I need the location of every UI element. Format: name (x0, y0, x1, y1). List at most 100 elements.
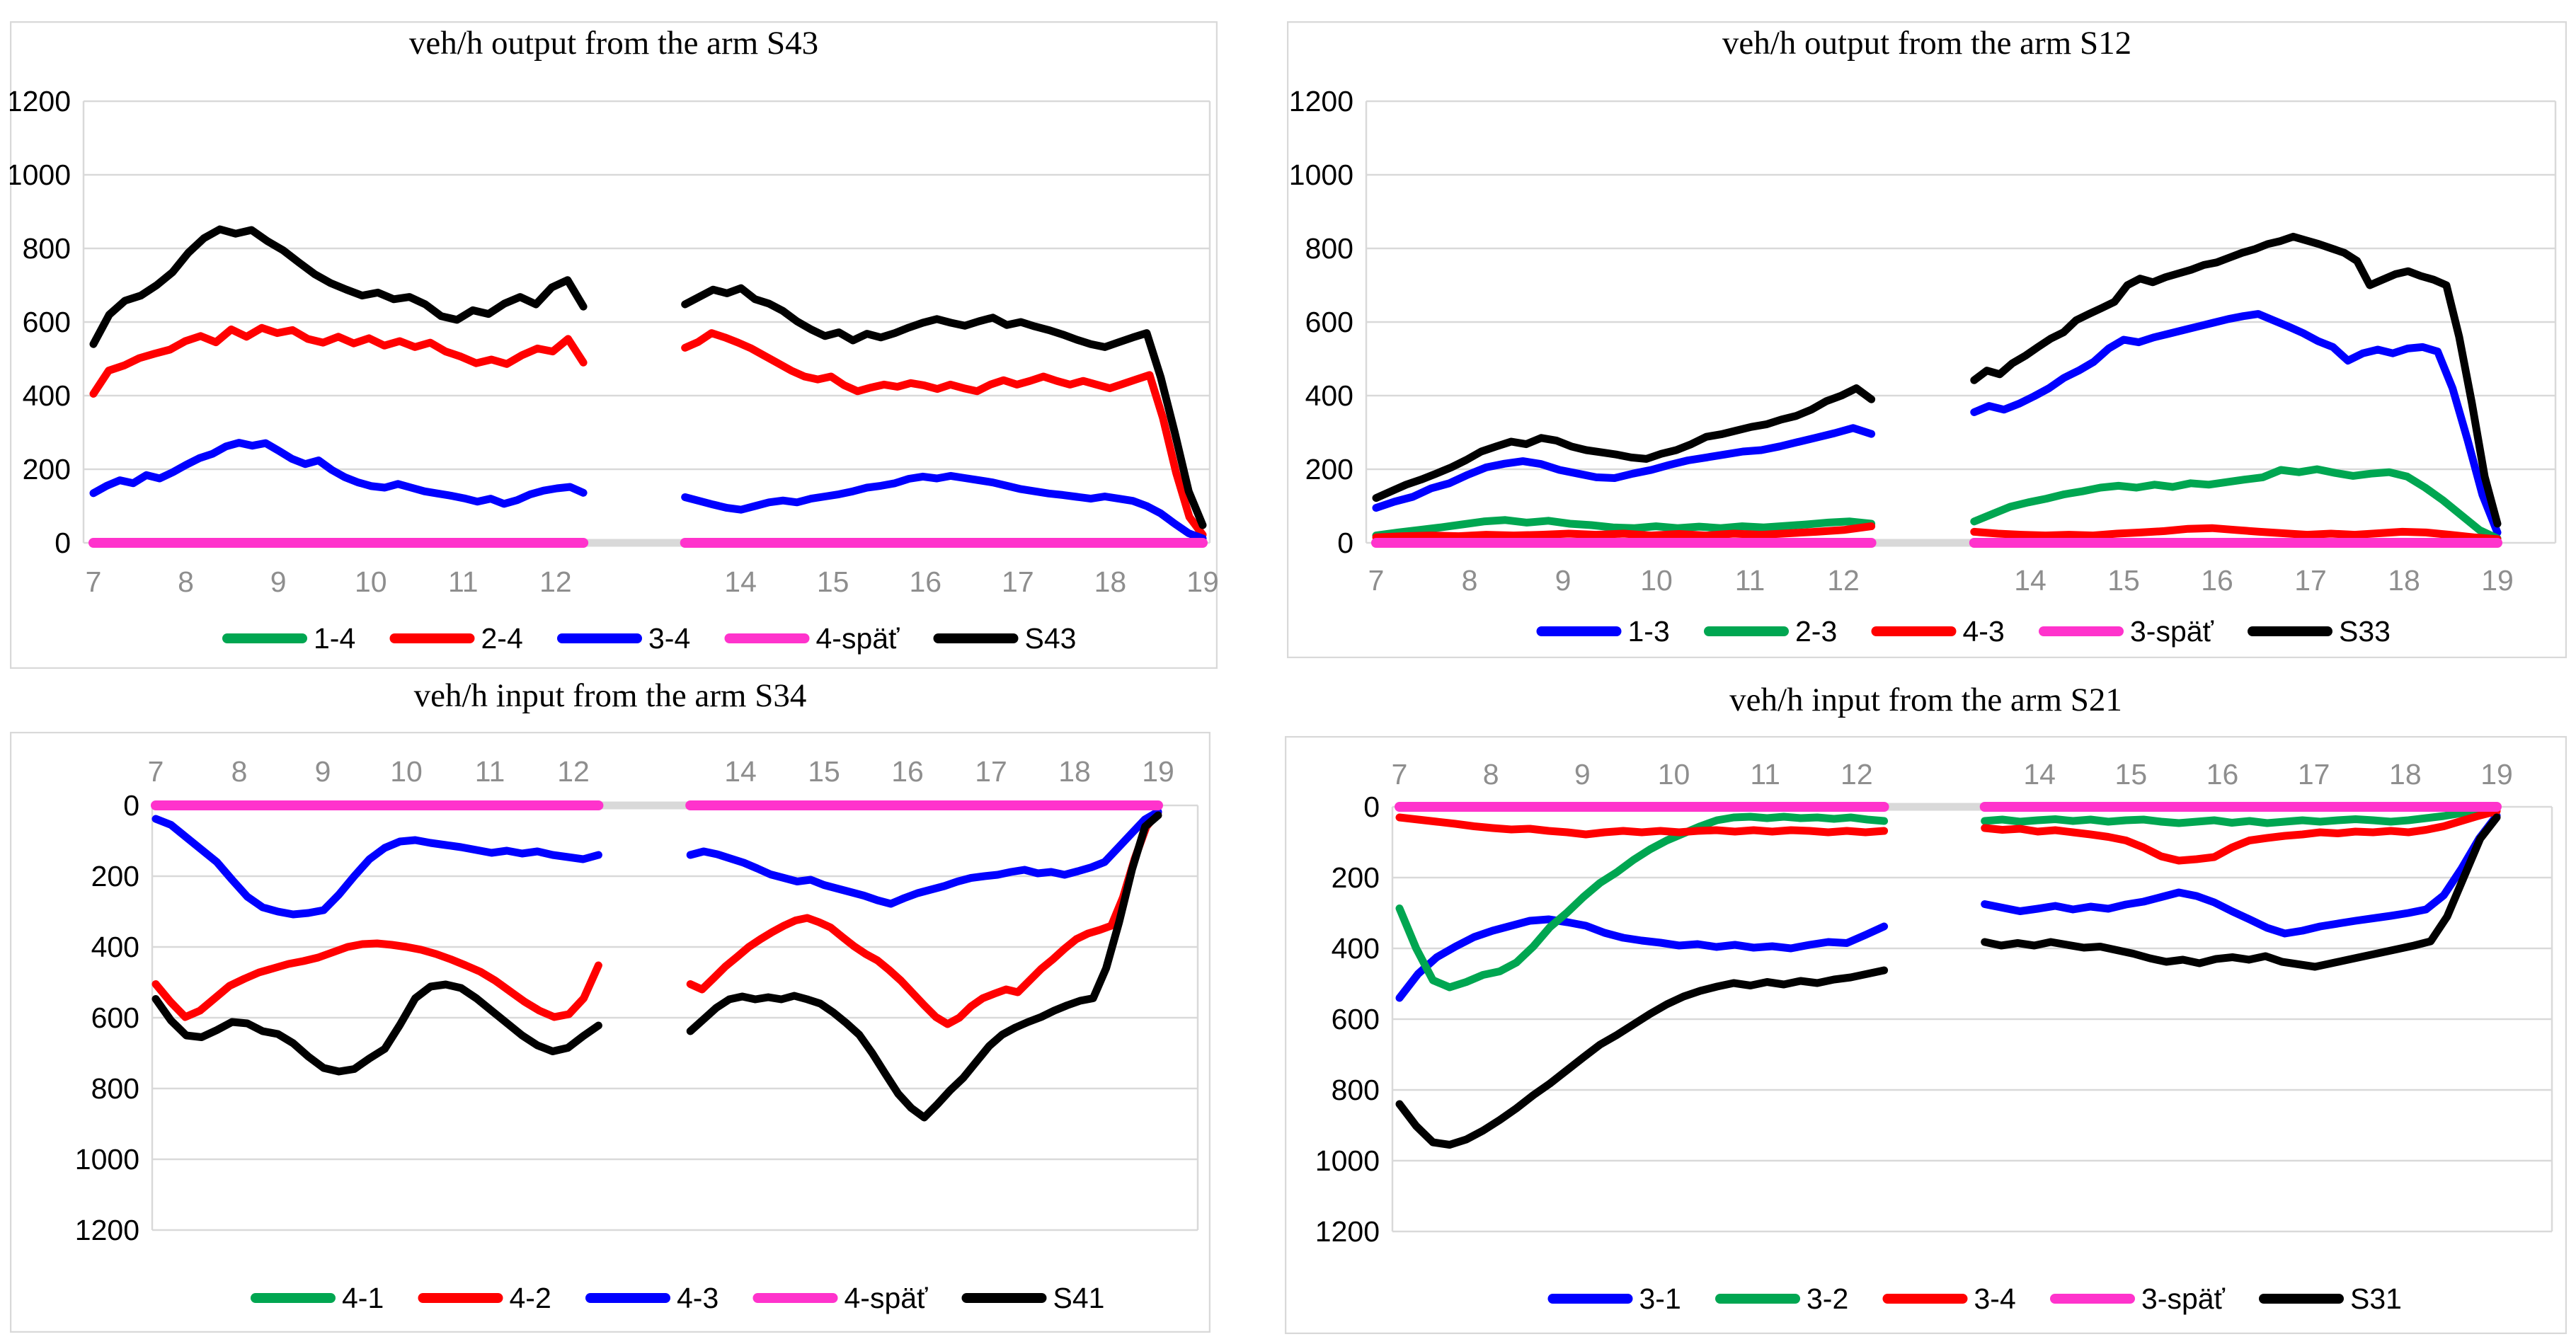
y-axis-label: 400 (91, 931, 139, 963)
y-axis-label: 600 (23, 306, 71, 338)
series-line-3-4 (89, 439, 1207, 543)
y-axis-label: 400 (23, 379, 71, 412)
x-axis-label: 14 (724, 565, 757, 598)
legend-label-3-2: 3-2 (1807, 1282, 1848, 1315)
x-axis-label: 19 (2481, 564, 2514, 597)
x-axis-label: 14 (2014, 564, 2047, 597)
y-axis-label: 600 (1332, 1003, 1380, 1035)
x-axis-label: 11 (1750, 758, 1780, 791)
chart-input-s21: veh/h input from the arm S21 0 200 400 600 8… (1285, 681, 2567, 1334)
legend-label-4-1: 4-1 (342, 1282, 384, 1314)
x-axis-label: 8 (1462, 564, 1478, 597)
legend-label-2-3: 2-3 (1795, 615, 1837, 648)
y-axis-label: 0 (123, 789, 139, 822)
x-axis-label: 14 (724, 755, 757, 788)
y-axis-label: 400 (1305, 379, 1353, 412)
x-axis-label: 18 (2388, 564, 2420, 597)
series-line-2-3 (1372, 465, 2502, 543)
y-axis-label: 600 (1305, 306, 1353, 338)
y-axis-label: 1200 (75, 1214, 139, 1246)
chart-svg-s43: 0 200 400 600 800 1000 1200 7 8 9 10 11 12 14 15 16 17 18… (10, 21, 1218, 669)
legend-label-S43: S43 (1025, 622, 1077, 655)
y-axis-label: 0 (55, 527, 71, 559)
series-line-3-4 (1395, 807, 2501, 865)
x-axis-label: 18 (1094, 565, 1127, 598)
x-axis-label: 12 (1841, 758, 1873, 791)
y-axis-label: 1000 (75, 1143, 139, 1176)
legend-label-4-3: 4-3 (677, 1282, 719, 1314)
x-axis-label: 11 (475, 755, 505, 788)
x-axis-label: 9 (315, 755, 331, 788)
y-axis-label: 200 (1332, 861, 1380, 894)
x-axis-label: 15 (808, 755, 840, 788)
series-line-4-2 (151, 808, 1162, 1028)
x-axis-label: 17 (975, 755, 1007, 788)
chart-title-s34: veh/h input from the arm S34 (413, 677, 807, 714)
chart-svg-s34: 0 200 400 600 800 1000 1200 7 8 9 10 11 12 14 15 16 17 18… (10, 732, 1210, 1333)
chart-input-s34: veh/h input from the arm S34 0 200 400 600 8… (10, 677, 1210, 1333)
x-axis-label: 17 (2294, 564, 2327, 597)
x-axis-label: 19 (1142, 755, 1174, 788)
y-axis-label: 1200 (1289, 85, 1353, 117)
y-axis-label: 1000 (1289, 159, 1353, 191)
chart-output-s43: veh/h output from the arm S43 0 200 400 600… (10, 21, 1218, 669)
series-line-4-3 (151, 808, 1162, 919)
x-axis-label: 10 (355, 565, 387, 598)
x-axis-label: 10 (390, 755, 423, 788)
y-axis-label: 800 (1305, 232, 1353, 265)
y-axis-label: 200 (23, 453, 71, 486)
chart-output-s12: veh/h output from the arm S12 0 200 400 600… (1287, 21, 2567, 658)
series-line-S41 (151, 811, 1162, 1122)
legend-label-S31: S31 (2350, 1282, 2402, 1315)
series-line-3-2 (1395, 805, 2501, 992)
x-axis-label: 12 (539, 565, 572, 598)
series-line-2-4 (89, 323, 1207, 539)
x-axis-label: 12 (1827, 564, 1860, 597)
legend-label-1-4: 1-4 (314, 622, 355, 655)
series-line-S33 (1372, 232, 2502, 528)
chart-svg-s21: 0 200 400 600 800 1000 1200 7 8 9 10 11 12 14 15 16 17 18… (1285, 736, 2567, 1334)
legend-label-3-1: 3-1 (1639, 1282, 1681, 1315)
series-line-4-3 (1372, 522, 2502, 544)
x-axis-label: 8 (231, 755, 248, 788)
legend-label-3-4: 3-4 (648, 622, 690, 655)
legend-label-2-4: 2-4 (481, 622, 523, 655)
x-axis-label: 7 (1392, 758, 1408, 791)
x-axis-label: 11 (1735, 564, 1765, 597)
legend-label-3-späť: 3-späť (2141, 1282, 2226, 1315)
legend-label-4-späť: 4-späť (816, 622, 900, 655)
series-line-3-1 (1395, 812, 2501, 1002)
x-axis-label: 17 (2298, 758, 2330, 791)
legend-label-1-3: 1-3 (1628, 615, 1670, 648)
y-axis-label: 1000 (1315, 1144, 1380, 1177)
chart-border (1285, 736, 2567, 1334)
legend-label-4-3: 4-3 (1963, 615, 2005, 648)
y-axis-label: 1200 (10, 85, 71, 117)
legend-label-4-späť: 4-späť (845, 1282, 929, 1314)
y-axis-label: 1000 (10, 159, 71, 191)
x-axis-label: 16 (909, 565, 941, 598)
legend-label-4-2: 4-2 (510, 1282, 551, 1314)
chart-title-s21: veh/h input from the arm S21 (1729, 682, 2122, 718)
y-axis-label: 800 (23, 232, 71, 265)
x-axis-label: 11 (448, 565, 479, 598)
x-axis-label: 16 (2201, 564, 2233, 597)
y-axis-label: 0 (1337, 527, 1353, 559)
x-axis-label: 7 (148, 755, 164, 788)
y-axis-label: 800 (91, 1072, 139, 1105)
series-line-S31 (1395, 813, 2501, 1149)
x-axis-label: 19 (2480, 758, 2513, 791)
series-line-S43 (89, 225, 1207, 529)
x-axis-label: 14 (2023, 758, 2056, 791)
x-axis-label: 15 (2115, 758, 2148, 791)
x-axis-label: 10 (1658, 758, 1690, 791)
x-axis-label: 7 (1368, 564, 1385, 597)
x-axis-label: 18 (2389, 758, 2422, 791)
x-axis-label: 16 (2206, 758, 2239, 791)
x-axis-label: 8 (1483, 758, 1499, 791)
x-axis-label: 15 (2107, 564, 2140, 597)
chart-title-s12: veh/h output from the arm S12 (1722, 25, 2132, 62)
x-axis-label: 16 (891, 755, 924, 788)
series-line-1-3 (1372, 310, 2502, 536)
y-axis-label: 800 (1332, 1074, 1380, 1106)
